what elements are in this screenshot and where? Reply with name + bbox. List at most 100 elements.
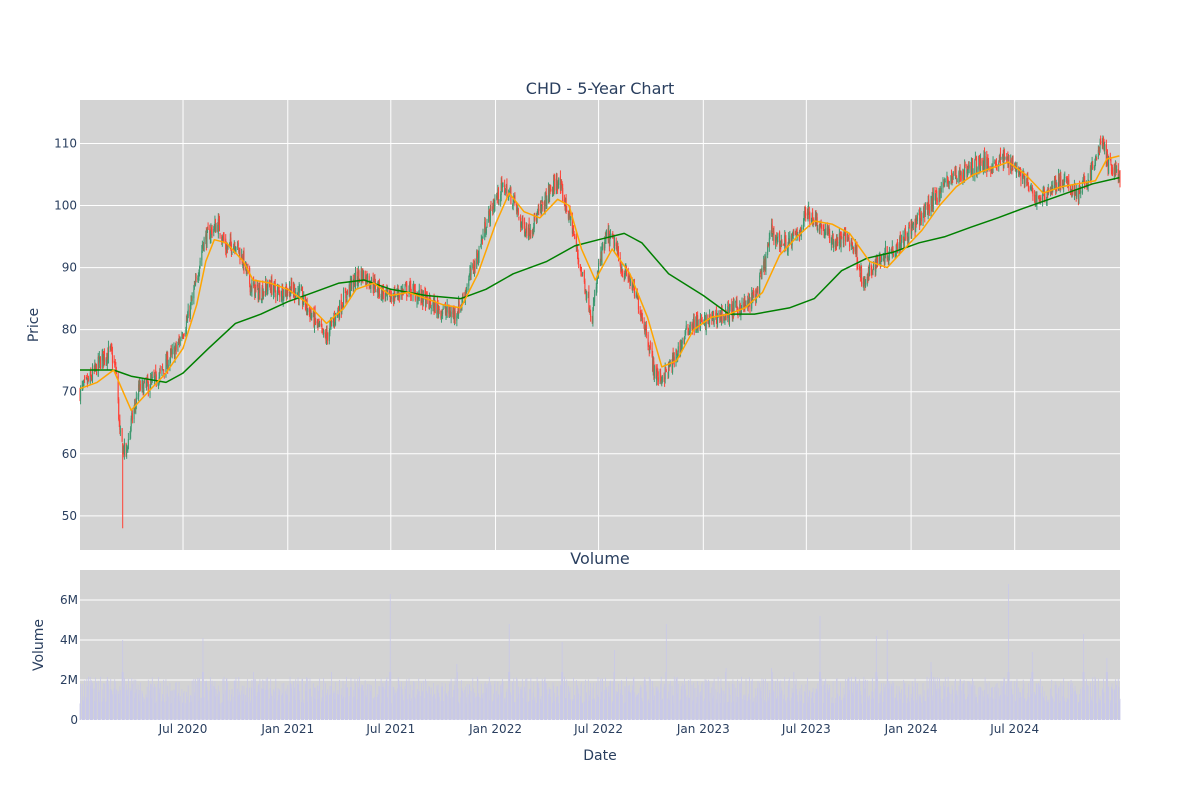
candle-body xyxy=(946,175,948,183)
candle-body xyxy=(271,279,273,295)
volume-bar xyxy=(1040,692,1042,720)
candle-body xyxy=(1055,184,1057,191)
volume-bar xyxy=(365,695,367,720)
volume-bar xyxy=(343,696,344,720)
volume-bar xyxy=(904,694,906,720)
volume-bar xyxy=(538,687,540,720)
candle-body xyxy=(824,233,826,236)
candle-body xyxy=(802,222,805,229)
candle-body xyxy=(557,182,559,189)
volume-bar xyxy=(350,677,352,720)
volume-bar xyxy=(170,690,172,720)
candle-body xyxy=(716,317,718,324)
candle-body xyxy=(776,236,778,242)
volume-bar xyxy=(506,688,508,720)
candle-body xyxy=(278,290,280,292)
candle-body xyxy=(354,272,357,286)
candle-body xyxy=(585,289,587,297)
candle-body xyxy=(80,387,82,400)
candle-body xyxy=(597,272,599,274)
candle-body xyxy=(190,300,192,306)
volume-bar xyxy=(126,695,128,720)
volume-bar xyxy=(134,698,136,720)
candle-body xyxy=(534,214,536,221)
candle-body xyxy=(329,325,331,334)
volume-bar xyxy=(1054,685,1056,720)
volume-bar xyxy=(623,703,625,720)
volume-bar xyxy=(990,687,992,720)
volume-bar xyxy=(251,679,253,720)
volume-bar xyxy=(131,684,133,720)
candle-body xyxy=(764,257,766,268)
volume-bar xyxy=(908,701,910,720)
candle-body xyxy=(740,308,742,314)
candle-body xyxy=(736,299,738,308)
candle-body xyxy=(286,286,288,295)
candle-body xyxy=(551,189,553,193)
volume-bar xyxy=(394,692,396,720)
candle-body xyxy=(608,231,610,238)
candle-body xyxy=(492,204,494,211)
candle-body xyxy=(146,382,148,387)
candle-body xyxy=(303,294,305,302)
candle-body xyxy=(231,251,233,254)
volume-bar xyxy=(186,696,188,720)
candle-body xyxy=(1031,186,1033,190)
volume-bar xyxy=(972,678,973,720)
candle-body xyxy=(748,298,750,307)
volume-bar xyxy=(402,700,404,720)
candle-body xyxy=(446,312,448,314)
volume-bar xyxy=(819,616,821,720)
candle-body xyxy=(322,328,324,335)
volume-bar xyxy=(250,687,252,720)
candle-body xyxy=(154,372,156,379)
volume-bar xyxy=(418,691,420,720)
volume-bar xyxy=(1090,696,1092,720)
volume-bar xyxy=(630,692,631,720)
volume-bar xyxy=(867,696,869,720)
volume-bar xyxy=(505,702,507,720)
candle-body xyxy=(521,224,523,226)
volume-bar xyxy=(358,688,360,720)
candle-body xyxy=(206,228,209,230)
candle-body xyxy=(185,320,187,330)
volume-bar xyxy=(960,679,962,720)
volume-bar xyxy=(672,695,673,720)
candle-body xyxy=(956,176,958,180)
candle-body xyxy=(617,247,619,255)
volume-bar xyxy=(303,702,305,720)
volume-bar xyxy=(409,701,411,720)
volume-bar xyxy=(1082,672,1084,720)
candle-body xyxy=(911,223,913,227)
volume-bar xyxy=(603,689,605,720)
volume-bar xyxy=(108,684,109,720)
candle-body xyxy=(713,318,715,322)
volume-bar xyxy=(79,703,81,720)
candle-body xyxy=(562,187,564,202)
volume-bar xyxy=(556,697,557,720)
candle-body xyxy=(543,205,546,210)
candle-body xyxy=(763,261,765,270)
volume-bar xyxy=(408,678,410,720)
candle-body xyxy=(752,292,754,298)
candle-body xyxy=(956,180,958,182)
candle-body xyxy=(747,300,749,307)
volume-bar xyxy=(1020,696,1022,720)
candle-body xyxy=(198,273,200,279)
candle-body xyxy=(796,232,798,236)
volume-bar xyxy=(225,679,227,720)
volume-bar xyxy=(121,672,123,720)
volume-bar xyxy=(477,679,479,720)
volume-bar xyxy=(530,677,532,720)
volume-bar xyxy=(513,702,515,720)
volume-bar xyxy=(839,696,841,720)
candle-body xyxy=(684,337,686,340)
volume-bar xyxy=(393,686,395,720)
volume-bar xyxy=(877,676,878,720)
volume-bar xyxy=(80,683,81,720)
volume-bar xyxy=(988,698,989,720)
volume-bar xyxy=(149,690,151,720)
candle-body xyxy=(916,215,918,222)
candle-body xyxy=(948,182,950,184)
candle-body xyxy=(1003,151,1005,168)
